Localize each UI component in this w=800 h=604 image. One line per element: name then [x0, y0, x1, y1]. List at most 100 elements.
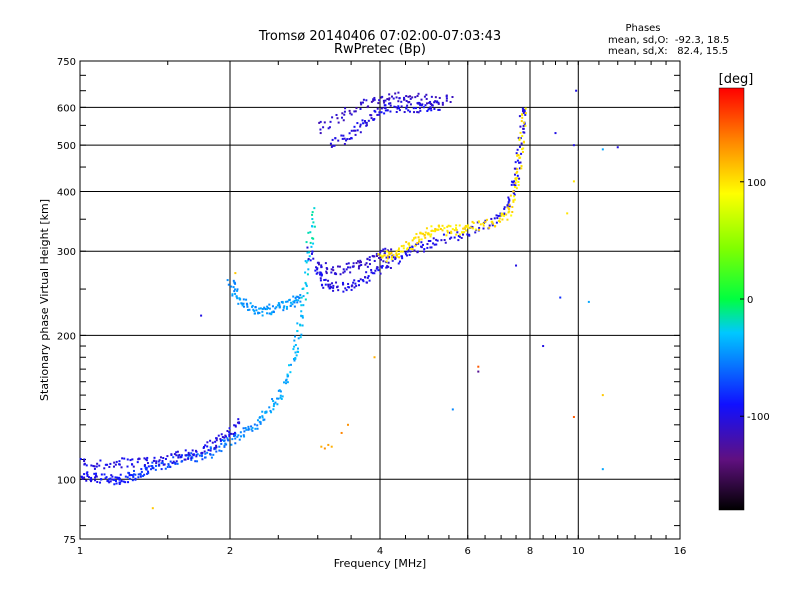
- data-point: [242, 427, 245, 430]
- data-point: [289, 363, 292, 366]
- data-point: [402, 247, 405, 250]
- data-point: [331, 144, 334, 147]
- data-point: [405, 95, 408, 98]
- data-point: [210, 456, 213, 459]
- data-point: [406, 104, 409, 107]
- data-point: [365, 262, 368, 265]
- data-point: [513, 195, 516, 198]
- data-point: [90, 480, 93, 483]
- data-point: [440, 239, 443, 242]
- data-point: [189, 454, 192, 457]
- data-point: [397, 249, 400, 252]
- data-point: [220, 433, 223, 436]
- data-point: [601, 468, 604, 471]
- data-point: [236, 421, 239, 424]
- data-point: [433, 101, 436, 104]
- data-point: [89, 478, 92, 481]
- data-point: [429, 246, 432, 249]
- data-point: [405, 107, 408, 110]
- data-point: [302, 287, 305, 290]
- data-point: [253, 423, 256, 426]
- data-point: [396, 107, 399, 110]
- data-point: [247, 428, 250, 431]
- data-point: [524, 107, 527, 110]
- data-point: [288, 298, 291, 301]
- data-point: [376, 107, 379, 110]
- data-point: [388, 93, 391, 96]
- data-point: [93, 476, 96, 479]
- data-point: [166, 455, 169, 458]
- data-point: [509, 194, 512, 197]
- data-point: [412, 107, 415, 110]
- data-point: [161, 461, 164, 464]
- data-point: [300, 333, 303, 336]
- data-point: [259, 422, 262, 425]
- data-point: [587, 300, 590, 303]
- data-point: [471, 220, 474, 223]
- data-point: [158, 459, 161, 462]
- data-point: [349, 266, 352, 269]
- data-point: [105, 476, 108, 479]
- data-point: [286, 375, 289, 378]
- data-point: [522, 108, 525, 111]
- data-point: [190, 452, 193, 455]
- data-point: [512, 199, 515, 202]
- data-point: [388, 97, 391, 100]
- data-point: [394, 256, 397, 259]
- data-point: [187, 456, 190, 459]
- data-point: [307, 257, 310, 260]
- data-point: [372, 99, 375, 102]
- data-point: [93, 465, 96, 468]
- data-point: [482, 227, 485, 230]
- data-point: [409, 103, 412, 106]
- data-point: [140, 470, 143, 473]
- data-point: [400, 245, 403, 248]
- data-point: [389, 110, 392, 113]
- data-point: [380, 256, 383, 259]
- data-point: [428, 233, 431, 236]
- data-point: [124, 475, 127, 478]
- data-point: [209, 446, 212, 449]
- data-point: [400, 105, 403, 108]
- data-point: [274, 307, 277, 310]
- data-point: [407, 242, 410, 245]
- data-point: [518, 161, 521, 164]
- data-point: [393, 105, 396, 108]
- data-point: [332, 266, 335, 269]
- data-point: [397, 252, 400, 255]
- data-point: [299, 336, 302, 339]
- data-point: [513, 183, 516, 186]
- data-point: [131, 474, 134, 477]
- data-point: [242, 302, 245, 305]
- data-point: [390, 258, 393, 261]
- data-point: [284, 379, 287, 382]
- data-point: [432, 237, 435, 240]
- data-point: [455, 233, 458, 236]
- data-point: [146, 456, 149, 459]
- data-point: [380, 258, 383, 261]
- data-point: [99, 459, 102, 462]
- y-tick-label: 500: [57, 141, 76, 152]
- data-point: [507, 201, 510, 204]
- data-point: [381, 255, 384, 258]
- data-point: [329, 120, 332, 123]
- y-tick-label: 75: [63, 535, 76, 546]
- data-point: [246, 305, 249, 308]
- data-point: [342, 271, 345, 274]
- data-point: [292, 348, 295, 351]
- data-point: [146, 462, 149, 465]
- data-point: [365, 99, 368, 102]
- data-point: [493, 217, 496, 220]
- data-point: [377, 102, 380, 105]
- data-point: [446, 225, 449, 228]
- data-point: [523, 122, 526, 125]
- data-point: [213, 447, 216, 450]
- data-point: [152, 467, 155, 470]
- data-point: [261, 307, 264, 310]
- data-point: [139, 473, 142, 476]
- data-point: [223, 436, 226, 439]
- y-tick-label: 300: [57, 247, 76, 258]
- data-point: [285, 307, 288, 310]
- data-point: [292, 357, 295, 360]
- data-point: [278, 303, 281, 306]
